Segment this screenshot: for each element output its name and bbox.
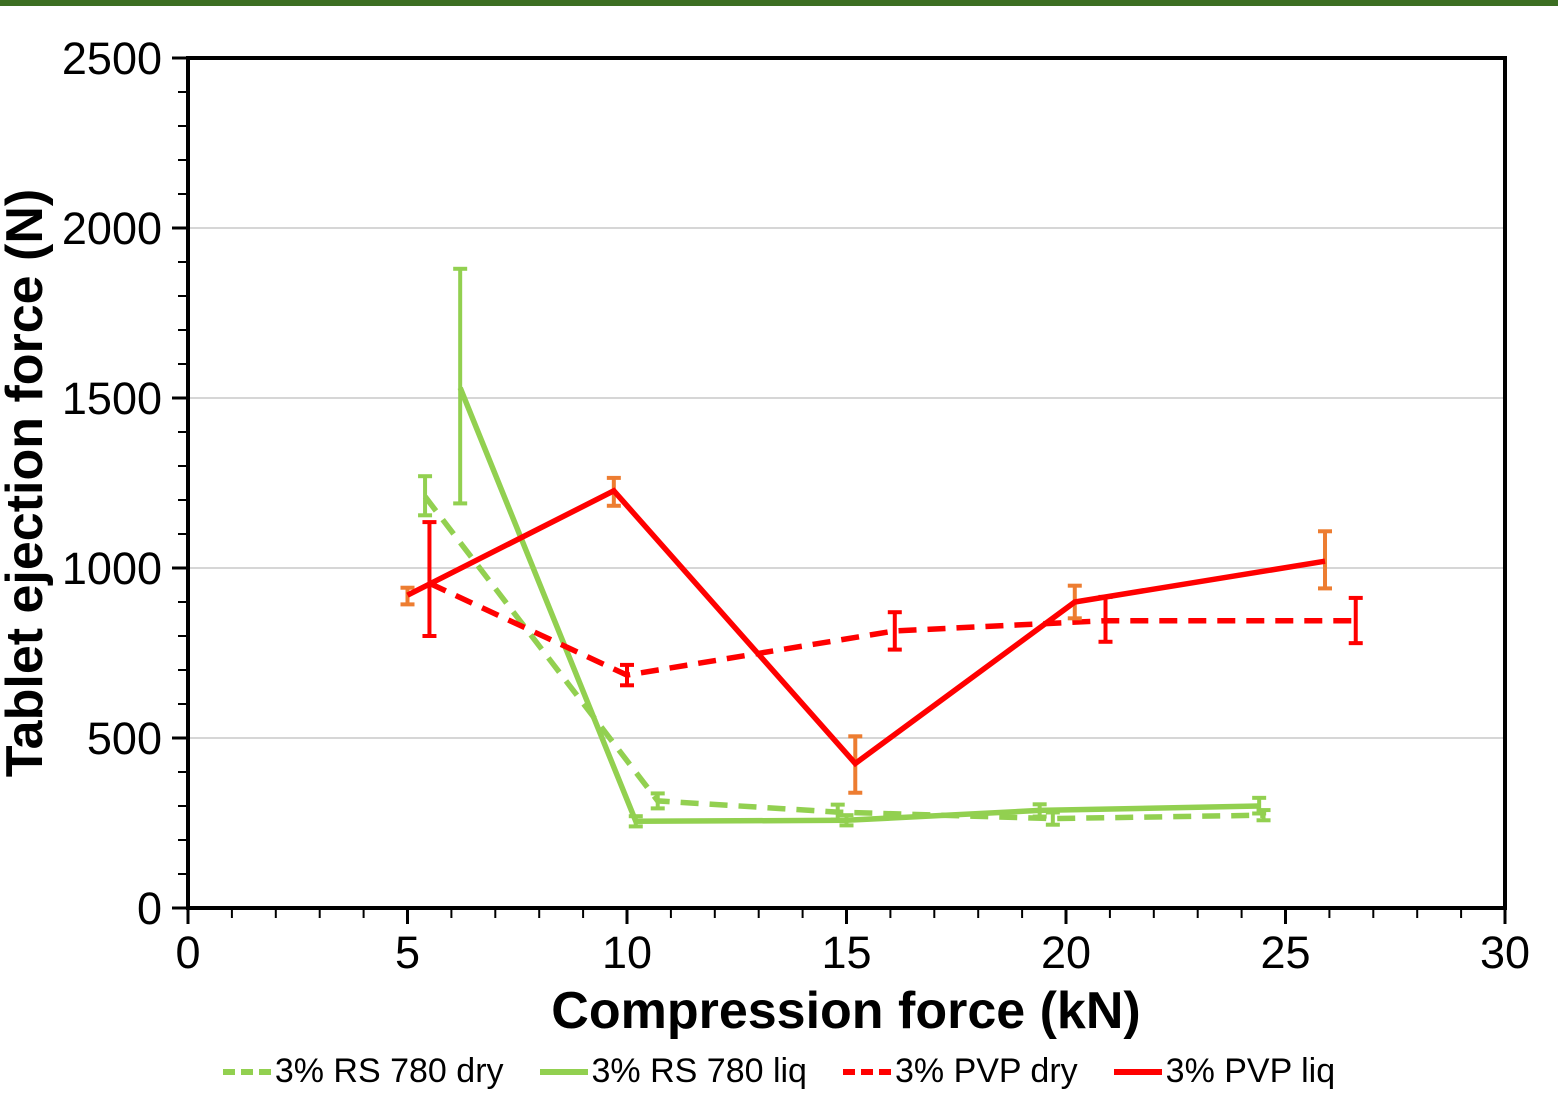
x-tick-label: 5: [395, 927, 420, 978]
legend-label-rs780-liq: 3% RS 780 liq: [591, 1052, 807, 1090]
y-tick-label: 1000: [62, 543, 162, 594]
legend-line-sample-pvp-liq: [1113, 1068, 1162, 1075]
y-axis-title: Tablet ejection force (N): [0, 189, 54, 777]
legend-item-rs780-liq: 3% RS 780 liq: [539, 1052, 807, 1091]
legend-line-sample-pvp-dry: [842, 1068, 891, 1075]
x-tick-label: 0: [175, 927, 200, 978]
series-4: [400, 475, 1333, 795]
series-line-4: [406, 487, 1326, 768]
plot-frame: [186, 56, 1507, 910]
series-2: [453, 266, 1267, 829]
legend-label-pvp-liq: 3% PVP liq: [1165, 1052, 1336, 1090]
series-1: [418, 474, 1271, 827]
legend-label-rs780-dry: 3% RS 780 dry: [274, 1052, 504, 1090]
gridline-layer: [188, 227, 1505, 739]
series-layer: [400, 266, 1363, 829]
x-tick-label: 25: [1260, 927, 1310, 978]
legend-item-pvp-liq: 3% PVP liq: [1113, 1052, 1336, 1091]
axis-layer: 0 500 1000 1500 2000 2500 0 5 10 15 20 25 30: [62, 33, 1530, 978]
series-line-3: [428, 580, 1356, 678]
x-tick-label: 10: [602, 927, 652, 978]
legend-label-pvp-dry: 3% PVP dry: [894, 1052, 1078, 1090]
x-tick-label: 20: [1041, 927, 1091, 978]
legend-item-rs780-dry: 3% RS 780 dry: [222, 1052, 504, 1091]
x-tick-label: 15: [821, 927, 871, 978]
series-line-2: [457, 386, 1260, 825]
x-tick-label: 30: [1480, 927, 1530, 978]
y-tick-label: 500: [87, 713, 162, 764]
x-axis-title: Compression force (kN): [551, 982, 1140, 1040]
y-tick-label: 0: [137, 883, 162, 934]
y-tick-label: 1500: [62, 373, 162, 424]
chart-legend: 3% RS 780 dry 3% RS 780 liq 3% PVP dry 3…: [0, 1052, 1558, 1091]
series-3: [422, 520, 1363, 688]
legend-line-sample-rs780-dry: [222, 1068, 271, 1075]
y-tick-label: 2500: [62, 33, 162, 84]
legend-item-pvp-dry: 3% PVP dry: [842, 1052, 1078, 1091]
series-line-1: [422, 494, 1264, 822]
legend-line-sample-rs780-liq: [539, 1068, 588, 1075]
line-chart: 0 500 1000 1500 2000 2500 0 5 10 15 20 25 30 Compres…: [0, 33, 1530, 1040]
y-tick-label: 2000: [62, 203, 162, 254]
top-accent-bar: [0, 0, 1558, 6]
